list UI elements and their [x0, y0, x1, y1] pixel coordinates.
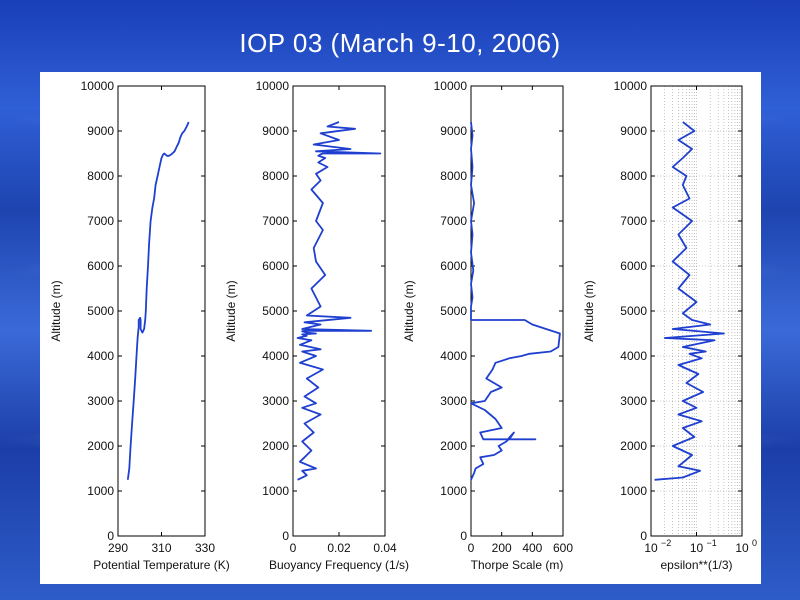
- y-tick-label: 9000: [620, 124, 647, 138]
- x-tick-label: 0.04: [373, 541, 397, 555]
- x-tick-label: 290: [108, 541, 128, 555]
- y-tick-label: 3000: [440, 394, 467, 408]
- y-tick-label: 4000: [262, 349, 289, 363]
- axes-frame: [470, 85, 564, 537]
- charts-svg: 0100020003000400050006000700080009000100…: [49, 79, 757, 572]
- x-tick-exponent: −1: [707, 538, 717, 548]
- x-tick-exponent: 0: [752, 538, 757, 548]
- y-axis-label: Altitude (m): [402, 280, 416, 341]
- y-tick-label: 0: [282, 529, 289, 543]
- y-tick-label: 0: [640, 529, 647, 543]
- y-tick-label: 1000: [87, 484, 114, 498]
- y-tick-label: 2000: [87, 439, 114, 453]
- y-tick-label: 8000: [440, 169, 467, 183]
- y-tick-label: 5000: [440, 304, 467, 318]
- series-line: [126, 121, 190, 480]
- axes-frame: [117, 85, 206, 537]
- y-tick-label: 6000: [87, 259, 114, 273]
- series-line: [296, 121, 382, 481]
- x-tick-label: 310: [151, 541, 171, 555]
- x-tick-label: 400: [522, 541, 542, 555]
- y-tick-label: 4000: [87, 349, 114, 363]
- x-axis-label: Buoyancy Frequency (1/s): [269, 558, 409, 572]
- x-axis-label: epsilon**(1/3): [660, 558, 732, 572]
- y-tick-label: 10000: [434, 79, 468, 93]
- y-tick-label: 7000: [262, 214, 289, 228]
- x-tick-label: 330: [195, 541, 215, 555]
- y-tick-label: 10000: [256, 79, 290, 93]
- y-tick-label: 8000: [620, 169, 647, 183]
- y-tick-label: 9000: [262, 124, 289, 138]
- x-tick-label: 200: [492, 541, 512, 555]
- x-axis-label: Potential Temperature (K): [93, 558, 230, 572]
- y-tick-label: 2000: [440, 439, 467, 453]
- y-axis-label: Altitude (m): [49, 280, 63, 341]
- y-tick-label: 9000: [87, 124, 114, 138]
- y-axis-label: Altitude (m): [582, 280, 596, 341]
- x-tick-exponent: −2: [661, 538, 671, 548]
- y-tick-label: 10000: [614, 79, 648, 93]
- y-tick-label: 2000: [262, 439, 289, 453]
- y-tick-label: 1000: [620, 484, 647, 498]
- x-tick-label: 0.02: [327, 541, 351, 555]
- x-tick-label: 10: [644, 541, 658, 555]
- y-tick-label: 3000: [87, 394, 114, 408]
- y-tick-label: 10000: [81, 79, 115, 93]
- y-tick-label: 4000: [440, 349, 467, 363]
- y-tick-label: 0: [107, 529, 114, 543]
- y-tick-label: 4000: [620, 349, 647, 363]
- y-tick-label: 5000: [87, 304, 114, 318]
- series-line: [470, 121, 561, 481]
- y-tick-label: 8000: [87, 169, 114, 183]
- x-tick-label: 10: [735, 541, 749, 555]
- figure-panel: 0 1000 2000 3000 4000 5000 6000 7000 8000 9000 100…: [40, 72, 761, 584]
- series-line: [654, 121, 725, 481]
- y-tick-label: 1000: [440, 484, 467, 498]
- slide-title: IOP 03 (March 9-10, 2006): [239, 28, 561, 58]
- y-tick-label: 3000: [620, 394, 647, 408]
- y-tick-label: 5000: [620, 304, 647, 318]
- y-axis-label: Altitude (m): [224, 280, 238, 341]
- y-tick-label: 7000: [620, 214, 647, 228]
- y-tick-label: 3000: [262, 394, 289, 408]
- y-tick-label: 2000: [620, 439, 647, 453]
- x-tick-label: 10: [690, 541, 704, 555]
- y-tick-label: 5000: [262, 304, 289, 318]
- y-tick-label: 7000: [440, 214, 467, 228]
- x-tick-label: 0: [290, 541, 297, 555]
- y-tick-label: 6000: [440, 259, 467, 273]
- x-axis-label: Thorpe Scale (m): [471, 558, 564, 572]
- y-tick-label: 1000: [262, 484, 289, 498]
- y-tick-label: 6000: [262, 259, 289, 273]
- x-tick-label: 0: [468, 541, 475, 555]
- y-tick-label: 9000: [440, 124, 467, 138]
- y-tick-label: 0: [460, 529, 467, 543]
- y-tick-label: 6000: [620, 259, 647, 273]
- y-tick-label: 7000: [87, 214, 114, 228]
- x-tick-label: 600: [553, 541, 573, 555]
- y-tick-label: 8000: [262, 169, 289, 183]
